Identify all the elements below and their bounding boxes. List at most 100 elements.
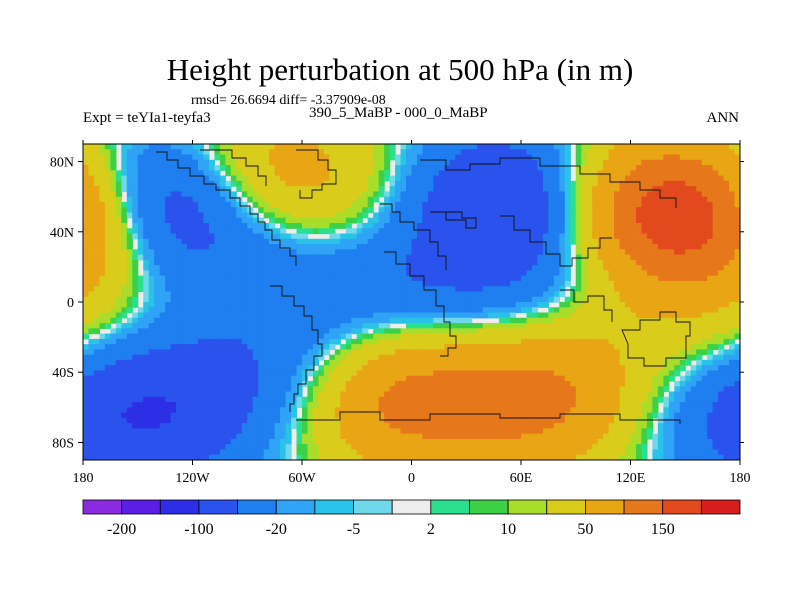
field-cell: [367, 170, 374, 177]
field-cell: [351, 191, 358, 198]
field-cell: [389, 144, 396, 150]
field-cell: [296, 207, 303, 214]
field-cell: [630, 307, 637, 314]
field-cell: [427, 354, 434, 361]
field-cell: [219, 159, 226, 166]
field-cell: [679, 275, 686, 282]
field-cell: [663, 207, 670, 214]
field-cell: [159, 349, 166, 356]
field-cell: [559, 244, 566, 250]
field-cell: [247, 307, 254, 314]
field-cell: [548, 212, 555, 219]
field-cell: [208, 186, 215, 192]
field-cell: [181, 223, 188, 229]
field-cell: [356, 307, 363, 314]
field-cell: [274, 254, 281, 261]
field-cell: [734, 359, 740, 366]
field-cell: [701, 207, 708, 214]
field-cell: [471, 344, 478, 350]
field-cell: [137, 154, 144, 161]
field-cell: [247, 175, 254, 182]
field-cell: [553, 170, 560, 177]
field-cell: [296, 286, 303, 293]
field-cell: [93, 286, 101, 293]
field-cell: [729, 175, 736, 182]
field-cell: [367, 365, 374, 372]
field-cell: [214, 201, 221, 208]
field-cell: [614, 170, 621, 177]
field-cell: [685, 228, 692, 235]
field-cell: [531, 175, 539, 182]
field-cell: [427, 291, 434, 298]
field-cell: [679, 344, 686, 350]
field-cell: [99, 259, 106, 266]
field-cell: [247, 354, 254, 361]
field-cell: [570, 238, 577, 245]
field-cell: [318, 196, 325, 203]
field-cell: [104, 201, 111, 208]
field-cell: [132, 338, 139, 345]
field-cell: [734, 228, 740, 235]
field-cell: [646, 165, 653, 171]
field-cell: [176, 291, 183, 298]
field-cell: [433, 186, 440, 192]
field-cell: [83, 165, 90, 171]
field-cell: [351, 170, 358, 177]
field-cell: [307, 207, 314, 214]
field-cell: [247, 312, 254, 319]
field-cell: [143, 191, 150, 198]
field-cell: [504, 207, 511, 214]
field-cell: [236, 280, 243, 287]
field-cell: [619, 233, 626, 240]
field-cell: [263, 291, 270, 298]
field-cell: [307, 359, 314, 366]
field-cell: [334, 165, 341, 171]
field-cell: [521, 333, 528, 340]
field-cell: [263, 165, 270, 171]
field-cell: [630, 154, 637, 161]
field-cell: [296, 338, 303, 345]
field-cell: [400, 354, 407, 361]
field-cell: [707, 217, 714, 224]
field-cell: [482, 349, 489, 356]
field-cell: [269, 207, 276, 214]
field-cell: [302, 180, 309, 187]
field-cell: [630, 170, 637, 177]
field-cell: [104, 349, 111, 356]
field-cell: [373, 280, 380, 287]
field-cell: [252, 175, 259, 182]
field-cell: [307, 175, 314, 182]
field-cell: [170, 175, 177, 182]
field-cell: [83, 259, 90, 266]
field-cell: [291, 275, 298, 282]
field-cell: [148, 296, 155, 303]
field-cell: [641, 217, 648, 224]
field-cell: [323, 312, 330, 319]
field-cell: [99, 170, 106, 177]
field-cell: [192, 170, 199, 177]
field-cell: [165, 165, 172, 171]
field-cell: [515, 275, 522, 282]
field-cell: [553, 223, 560, 229]
field-cell: [373, 275, 380, 282]
field-cell: [236, 323, 243, 329]
field-cell: [597, 349, 604, 356]
field-cell: [515, 286, 522, 293]
field-cell: [280, 217, 287, 224]
field-cell: [531, 180, 539, 187]
field-cell: [663, 144, 670, 150]
field-cell: [482, 249, 489, 256]
field-cell: [88, 196, 95, 203]
field-cell: [126, 291, 133, 298]
field-cell: [460, 149, 467, 156]
field-cell: [679, 265, 686, 271]
field-cell: [635, 159, 643, 166]
field-cell: [531, 191, 539, 198]
field-cell: [493, 354, 500, 361]
field-cell: [734, 233, 740, 240]
field-cell: [236, 217, 243, 224]
field-cell: [586, 165, 593, 171]
field-cell: [729, 207, 736, 214]
field-cell: [252, 296, 259, 303]
field-cell: [690, 196, 697, 203]
